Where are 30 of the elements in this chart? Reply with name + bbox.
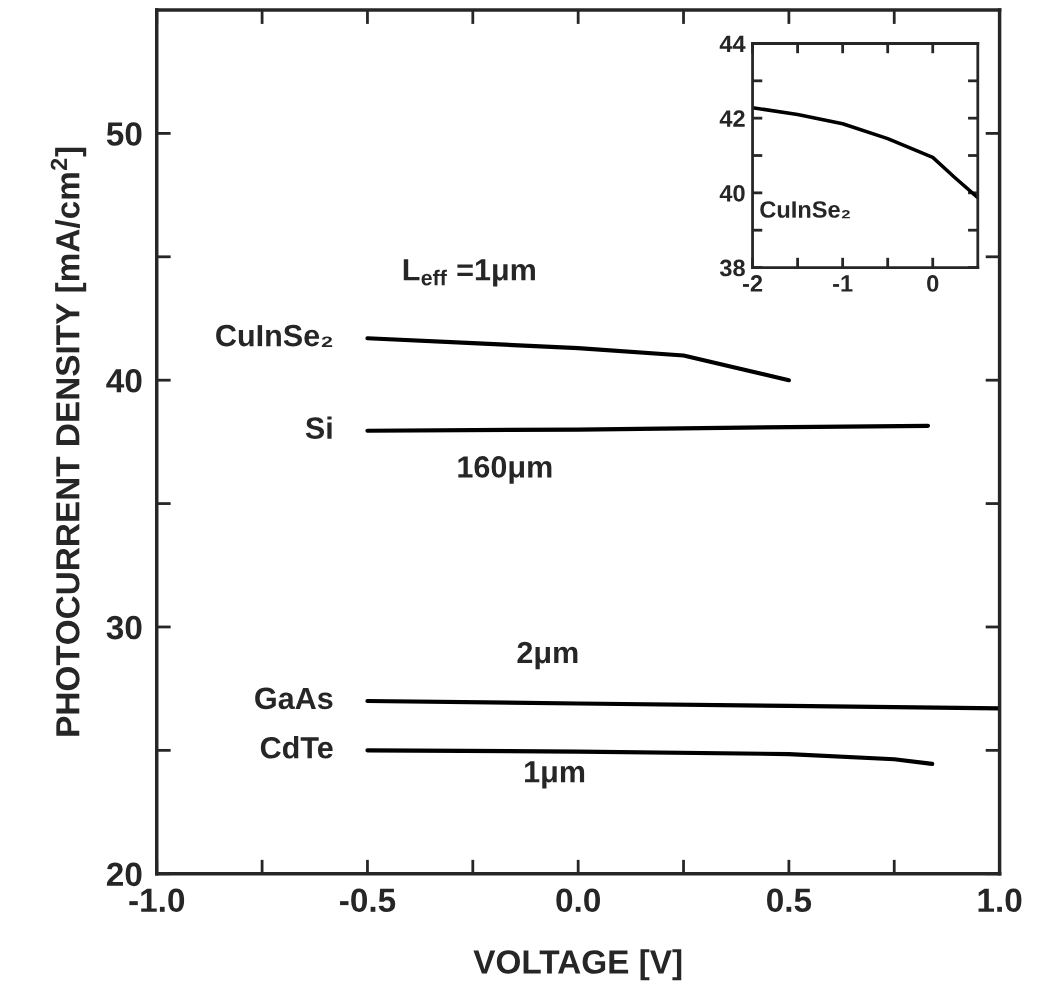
series-label: GaAs <box>255 687 333 710</box>
x-tick-label: 0.5 <box>767 888 812 913</box>
y-axis-title: PHOTOCURRENT DENSITY [mA/cm$^{2}$] <box>50 147 87 736</box>
y-tick-label: 50 <box>106 122 142 146</box>
x-tick-label: -2 <box>742 275 763 292</box>
x-axis-title: VOLTAGE [V] <box>473 949 682 981</box>
x-tick-label: 0.0 <box>556 888 600 913</box>
y-tick-label: 38 <box>719 259 745 277</box>
series-label: CuInSe₂ <box>216 324 333 348</box>
line-series <box>752 105 978 200</box>
line-series <box>365 336 791 383</box>
annotation: L$_{eff}$ =1μm <box>403 259 535 287</box>
x-tick-label: 0 <box>927 275 939 292</box>
annotation: 160μm <box>458 456 552 484</box>
x-tick-label: 1.0 <box>978 888 1022 913</box>
x-tick-label: -1 <box>833 275 853 292</box>
y-tick-label: 40 <box>719 184 745 202</box>
line-series <box>365 698 1000 711</box>
y-tick-label: 42 <box>719 110 745 127</box>
series-label: Si <box>305 416 332 439</box>
y-tick-label: 20 <box>106 862 142 887</box>
x-tick-label: -1.0 <box>129 888 185 913</box>
y-tick-label: 30 <box>106 615 142 640</box>
annotation: 1μm <box>525 761 585 789</box>
annotation: CuInSe₂ <box>760 201 850 219</box>
series-label: CdTe <box>260 736 333 759</box>
annotation: 2μm <box>517 641 578 670</box>
y-tick-label: 40 <box>106 368 142 393</box>
y-tick-label: 44 <box>719 35 746 53</box>
x-tick-label: -0.5 <box>340 888 396 913</box>
